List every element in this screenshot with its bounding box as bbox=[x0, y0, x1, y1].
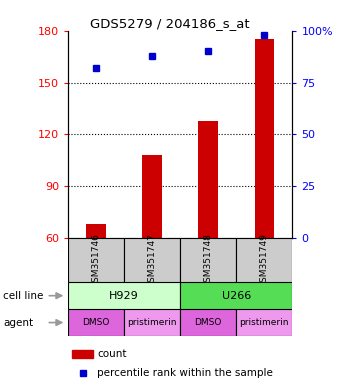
Text: GSM351749: GSM351749 bbox=[260, 233, 269, 288]
Bar bbox=[180, 238, 236, 282]
Text: percentile rank within the sample: percentile rank within the sample bbox=[97, 368, 273, 378]
Bar bbox=[180, 309, 236, 336]
Bar bbox=[72, 350, 93, 358]
Text: cell line: cell line bbox=[3, 291, 44, 301]
Text: agent: agent bbox=[3, 318, 34, 328]
Bar bbox=[68, 238, 124, 282]
Bar bbox=[124, 238, 180, 282]
Bar bbox=[236, 309, 292, 336]
Text: H929: H929 bbox=[109, 291, 139, 301]
Bar bbox=[86, 224, 106, 238]
Bar bbox=[236, 238, 292, 282]
Text: pristimerin: pristimerin bbox=[128, 318, 177, 327]
Text: GSM351746: GSM351746 bbox=[91, 233, 101, 288]
Text: GSM351748: GSM351748 bbox=[204, 233, 213, 288]
Text: U266: U266 bbox=[222, 291, 251, 301]
Bar bbox=[199, 121, 218, 238]
Bar bbox=[68, 309, 124, 336]
Bar bbox=[142, 155, 162, 238]
Text: count: count bbox=[97, 349, 127, 359]
Bar bbox=[124, 309, 180, 336]
Text: DMSO: DMSO bbox=[82, 318, 110, 327]
Text: DMSO: DMSO bbox=[194, 318, 222, 327]
Text: GSM351747: GSM351747 bbox=[148, 233, 157, 288]
Text: pristimerin: pristimerin bbox=[240, 318, 289, 327]
Bar bbox=[180, 282, 292, 309]
Bar bbox=[68, 282, 180, 309]
Text: GDS5279 / 204186_s_at: GDS5279 / 204186_s_at bbox=[90, 17, 250, 30]
Bar bbox=[255, 40, 274, 238]
